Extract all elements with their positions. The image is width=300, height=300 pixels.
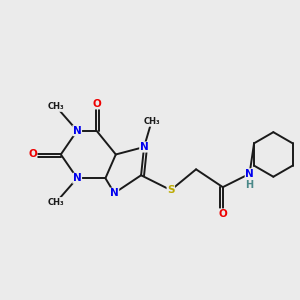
Text: O: O <box>92 99 101 109</box>
Text: H: H <box>245 180 253 190</box>
Text: N: N <box>73 173 82 183</box>
Text: CH₃: CH₃ <box>143 117 160 126</box>
Text: CH₃: CH₃ <box>48 102 65 111</box>
Text: S: S <box>167 185 175 195</box>
Text: N: N <box>110 188 119 198</box>
Text: O: O <box>28 149 37 160</box>
Text: N: N <box>245 169 254 179</box>
Text: N: N <box>73 126 82 136</box>
Text: O: O <box>218 209 227 219</box>
Text: CH₃: CH₃ <box>48 197 65 206</box>
Text: N: N <box>140 142 148 152</box>
